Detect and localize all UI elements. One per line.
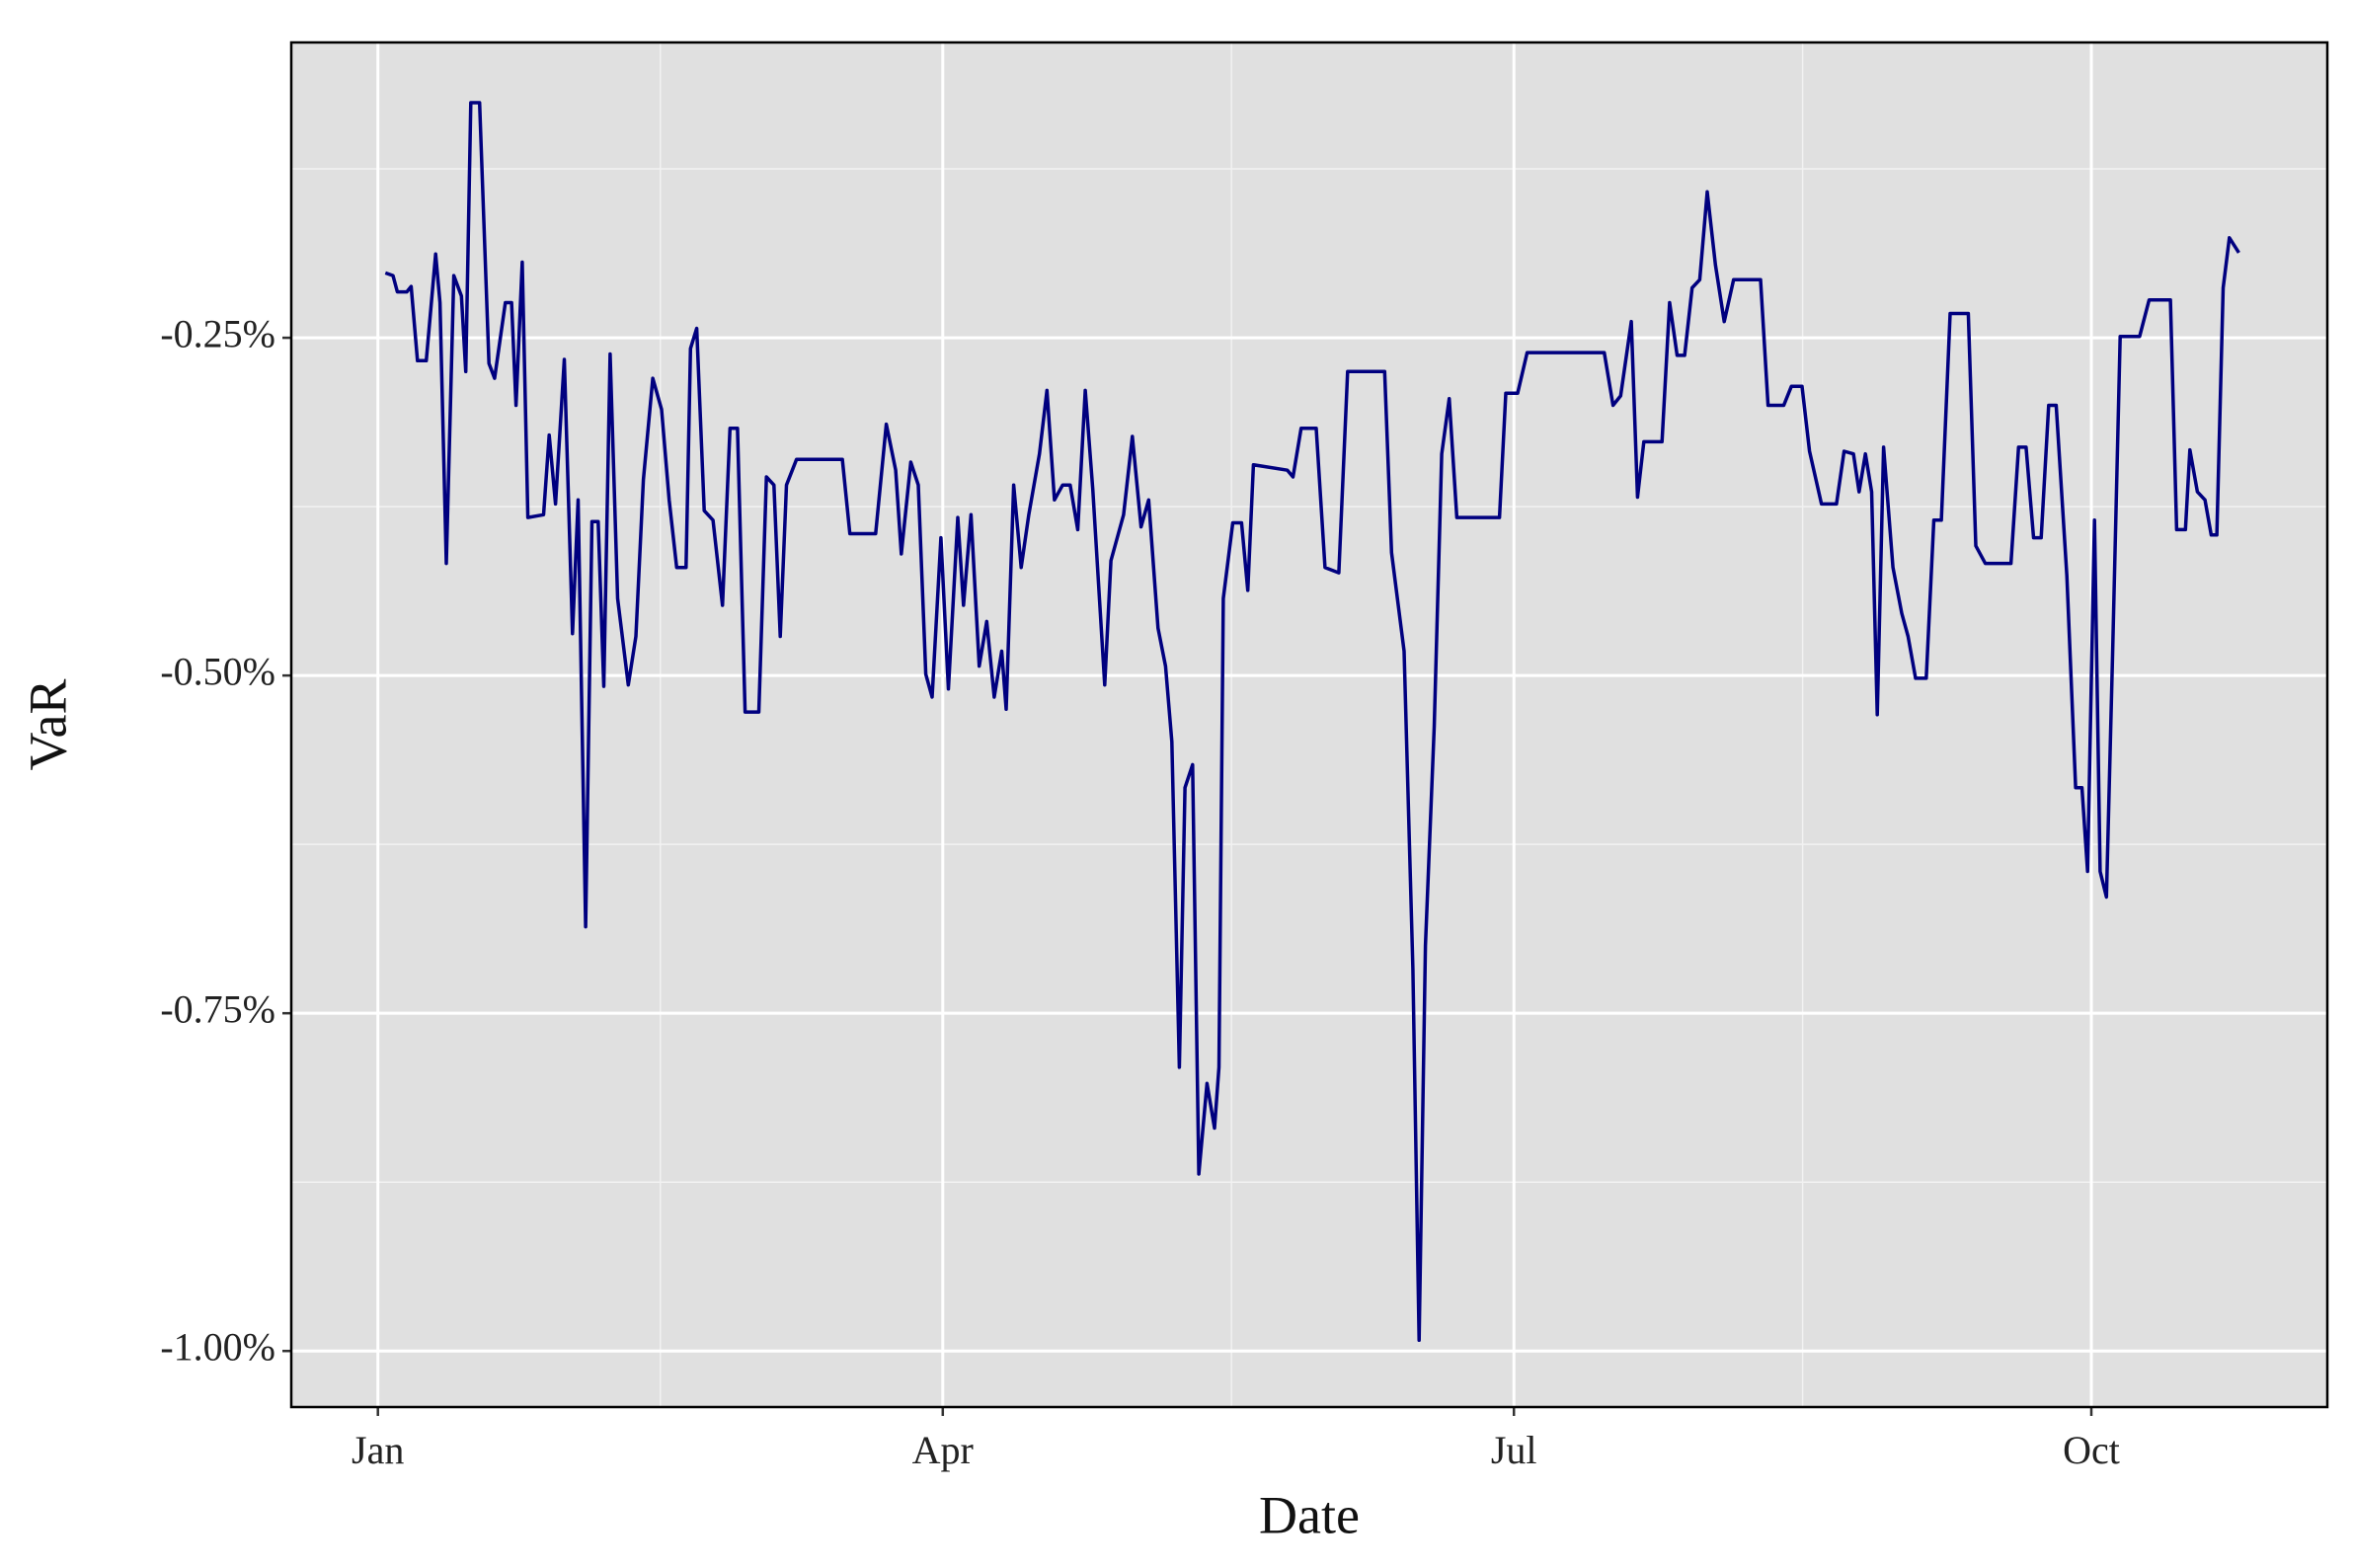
y-axis-title: VaR — [18, 679, 77, 771]
plot-border — [289, 40, 2329, 1409]
y-tick-label: -0.50% — [160, 649, 275, 693]
series-line — [384, 101, 2240, 1343]
x-tick-label: Oct — [2063, 1428, 2120, 1472]
x-axis-title: Date — [1259, 1485, 1360, 1544]
x-tick-label: Jan — [352, 1428, 404, 1472]
y-tick-label: -0.25% — [160, 311, 275, 355]
y-tick-label: -1.00% — [160, 1324, 275, 1369]
y-tick-label: -0.75% — [160, 986, 275, 1031]
x-tick-label: Jul — [1491, 1428, 1537, 1472]
plot-background — [291, 42, 2327, 1407]
x-tick-label: Apr — [912, 1428, 974, 1472]
